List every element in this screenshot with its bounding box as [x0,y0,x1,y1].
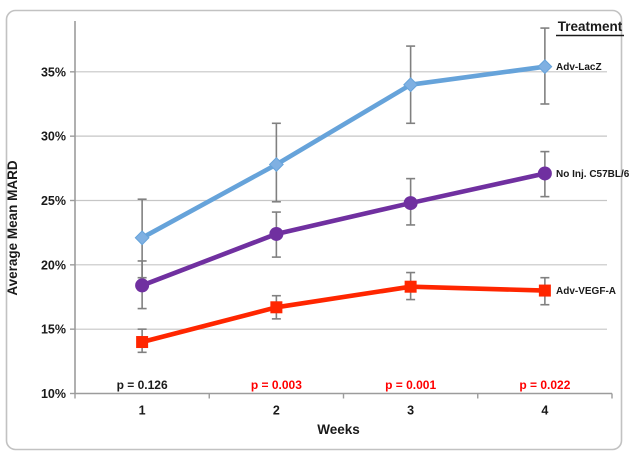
legend-label: No Inj. C57BL/6 [556,169,630,180]
p-value-annotation: p = 0.126 [117,378,168,392]
y-tick-label: 25% [41,194,66,208]
p-value-annotation: p = 0.003 [251,378,302,392]
data-point [134,230,150,246]
data-point [269,226,284,241]
p-value-annotation: p = 0.022 [519,378,570,392]
y-tick-label: 20% [41,258,66,272]
y-tick-label: 35% [41,65,66,79]
x-tick-label: 4 [541,404,548,418]
data-point [537,59,553,75]
data-point [136,336,149,349]
figure-border [5,9,623,451]
y-tick-label: 10% [41,387,66,401]
series-line [139,284,548,345]
legend-title: Treatment [558,19,623,34]
data-point [270,301,283,314]
series-line [139,64,548,241]
y-tick-label: 30% [41,130,66,144]
x-tick-label: 2 [273,404,280,418]
data-point [403,77,419,93]
data-point [538,284,551,297]
data-point [404,280,417,293]
p-value-annotation: p = 0.001 [385,378,436,392]
data-point [403,196,418,211]
legend-label: Adv-VEGF-A [556,286,616,297]
data-point [537,166,552,181]
x-tick-label: 1 [139,404,146,418]
data-point [135,278,150,293]
data-point [268,156,284,172]
y-axis-title: Average Mean MARD [5,160,20,296]
x-tick-label: 3 [407,404,414,418]
y-tick-label: 15% [41,323,66,337]
series-line [139,171,548,288]
x-axis-title: Weeks [317,422,360,437]
legend-label: Adv-LacZ [556,62,602,73]
